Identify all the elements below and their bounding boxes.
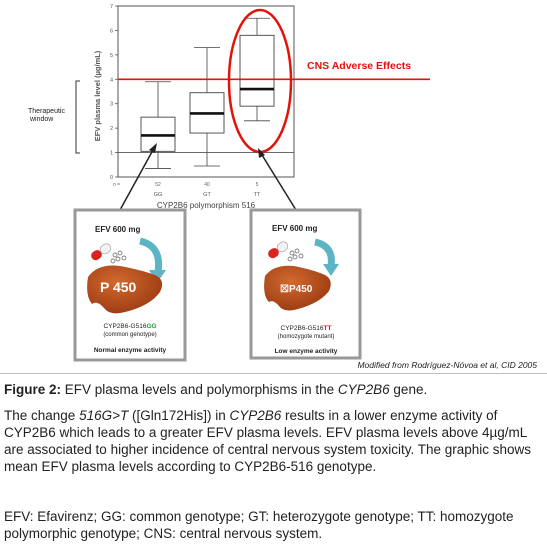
y-tick-label: 0 — [110, 175, 113, 181]
plot-frame — [117, 5, 295, 178]
pill-icon — [268, 241, 289, 259]
left-panel-genotype-note: (common genotype) — [103, 332, 156, 338]
right-panel-genotype: CYP2B6-G516TT — [281, 325, 332, 332]
x-tick-label: GG — [154, 192, 163, 198]
metabolism-arrow-icon — [314, 238, 335, 267]
right-panel-genotype-note: (homozygote mutant) — [278, 334, 335, 340]
n-value: 52 — [155, 182, 161, 188]
y-tick-label: 6 — [110, 28, 113, 34]
therapeutic-window: Therapeutic window — [28, 80, 80, 154]
left-panel-activity: Normal enzyme activity — [94, 347, 167, 354]
arrow-head-up-right — [258, 148, 265, 158]
pill-icon — [91, 243, 112, 261]
box-TT — [239, 17, 275, 122]
left-panel-genotype: CYP2B6-G516GG — [103, 323, 156, 330]
x-tick-label: GT — [203, 192, 211, 198]
x-axis: 52 GG 40 GT 5 TT — [154, 182, 261, 198]
n-value: 40 — [204, 182, 210, 188]
liver-icon — [87, 265, 163, 314]
left-panel: EFV 600 mg P 450 CYP2B6-G516GG (common g… — [73, 208, 187, 362]
right-panel: EFV 600 mg ☒P450 CYP2B6-G516TT (homozygo… — [249, 208, 362, 360]
y-tick-label: 7 — [110, 4, 113, 10]
n-row-label: n = — [113, 182, 120, 188]
x-axis-label: CYP2B6 polymorphism 516 — [157, 201, 256, 210]
arrow-head-up-left — [149, 143, 157, 153]
box-GG — [140, 81, 176, 169]
therapeutic-window-label-2: window — [29, 116, 54, 123]
liver-icon — [264, 265, 331, 311]
box-GT — [189, 47, 225, 167]
y-tick-label: 5 — [110, 53, 113, 59]
x-tick-label: TT — [254, 192, 261, 198]
figure-credit: Modified from Rodríguez-Nóvoa et al, CID… — [357, 360, 537, 370]
drug-molecules-icon — [110, 250, 127, 264]
figure-abbreviations: EFV: Efavirenz; GG: common genotype; GT:… — [4, 509, 514, 541]
metabolism-arrow-icon — [139, 237, 163, 273]
arrow-to-right-panel — [261, 154, 297, 211]
arrow-to-left-panel — [119, 149, 154, 211]
boxes — [140, 17, 275, 169]
y-tick-label: 4 — [110, 77, 113, 83]
separator — [0, 373, 547, 374]
y-tick-label: 3 — [110, 102, 113, 108]
y-axis-label: EFV plasma level (µg/mL) — [93, 50, 102, 141]
box-plot: 0 1 2 3 4 5 6 7 EFV plasma level (µg/mL) n = 52… — [93, 4, 430, 210]
figure-description: The change 516G>T ([Gln172His]) in CYP2B… — [4, 408, 532, 474]
y-tick-label: 1 — [110, 151, 113, 157]
y-axis: 0 1 2 3 4 5 6 7 — [110, 4, 118, 181]
right-panel-enzyme: ☒P450 — [280, 284, 313, 295]
right-panel-dose: EFV 600 mg — [272, 224, 317, 233]
therapeutic-window-label-1: Therapeutic — [28, 108, 65, 115]
gg-highlight: GG — [146, 323, 156, 330]
tt-highlight: TT — [324, 325, 332, 332]
n-value: 5 — [256, 182, 259, 188]
figure-caption-title: Figure 2: EFV plasma levels and polymorp… — [4, 382, 428, 397]
y-tick-label: 2 — [110, 126, 113, 132]
left-panel-enzyme: P 450 — [100, 279, 137, 295]
cns-adverse-effects-label: CNS Adverse Effects — [307, 60, 411, 72]
figure-label: Figure 2: — [4, 382, 62, 397]
box-iqr — [239, 34, 275, 107]
drug-molecules-icon — [287, 248, 304, 262]
right-panel-activity: Low enzyme activity — [275, 348, 338, 355]
figure: 0 1 2 3 4 5 6 7 EFV plasma level (µg/mL) n = 52… — [28, 4, 430, 362]
left-panel-dose: EFV 600 mg — [95, 225, 140, 234]
